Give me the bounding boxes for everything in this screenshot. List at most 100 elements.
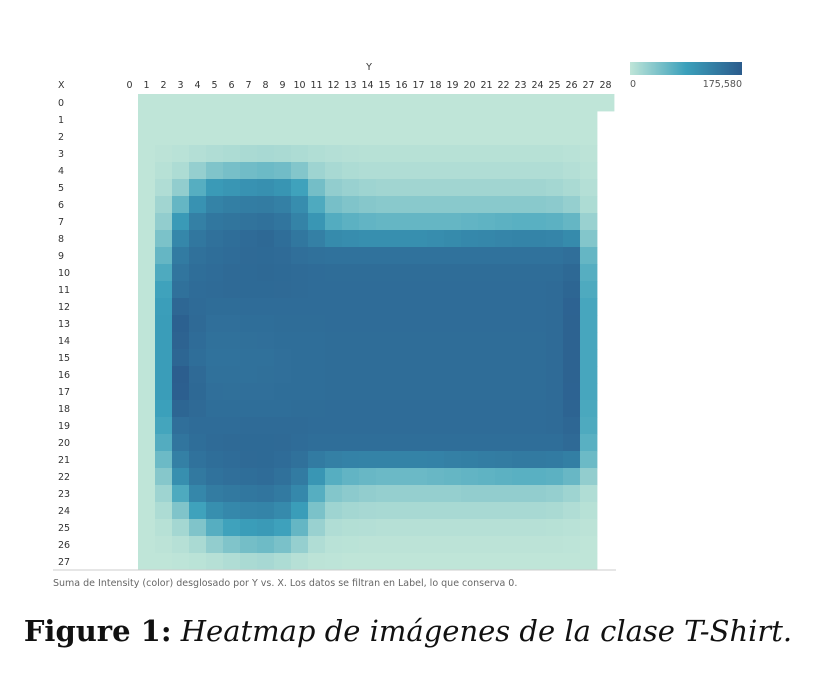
- heatmap-cell: [189, 553, 207, 571]
- heatmap-cell: [206, 383, 224, 401]
- heatmap-cell: [512, 553, 530, 571]
- heatmap-cell: [580, 230, 598, 248]
- heatmap-cell: [512, 417, 530, 435]
- heatmap-cell: [223, 162, 241, 180]
- heatmap-cell: [393, 315, 411, 333]
- heatmap-cell: [359, 349, 377, 367]
- heatmap-cell: [495, 145, 513, 163]
- heatmap-cell: [376, 332, 394, 350]
- heatmap-cell: [461, 468, 479, 486]
- heatmap-cell: [444, 128, 462, 146]
- heatmap-cell: [240, 502, 258, 520]
- x-tick-label: 11: [310, 80, 322, 91]
- heatmap-cell: [495, 536, 513, 554]
- heatmap-cell: [393, 111, 411, 129]
- heatmap-cell: [495, 434, 513, 452]
- heatmap-cell: [427, 111, 445, 129]
- heatmap-cell: [512, 111, 530, 129]
- heatmap-cell: [376, 417, 394, 435]
- heatmap-cell: [155, 519, 173, 537]
- heatmap-cell: [206, 536, 224, 554]
- heatmap-cell: [325, 485, 343, 503]
- heatmap-cell: [359, 451, 377, 469]
- heatmap-cell: [342, 468, 360, 486]
- y-tick-label: 24: [58, 506, 70, 517]
- heatmap-cell: [478, 213, 496, 231]
- heatmap-cell: [257, 179, 275, 197]
- heatmap-cell: [325, 383, 343, 401]
- heatmap-cell: [495, 230, 513, 248]
- heatmap-cell: [308, 485, 326, 503]
- heatmap-cell: [512, 468, 530, 486]
- heatmap-cell: [427, 553, 445, 571]
- heatmap-cell: [512, 128, 530, 146]
- heatmap-cell: [155, 553, 173, 571]
- heatmap-cell: [529, 264, 547, 282]
- heatmap-cell: [359, 264, 377, 282]
- heatmap-cell: [223, 383, 241, 401]
- y-tick-label: 16: [58, 370, 70, 381]
- heatmap-cell: [359, 468, 377, 486]
- heatmap-cell: [580, 94, 598, 112]
- heatmap-cell: [444, 94, 462, 112]
- heatmap-cell: [478, 332, 496, 350]
- heatmap-cell: [427, 298, 445, 316]
- heatmap-cell: [546, 400, 564, 418]
- heatmap-cell: [189, 536, 207, 554]
- heatmap-cell: [393, 298, 411, 316]
- heatmap-cell: [138, 94, 156, 112]
- heatmap-cell: [529, 434, 547, 452]
- heatmap-cell: [359, 485, 377, 503]
- heatmap-cell: [478, 145, 496, 163]
- heatmap-cell: [240, 485, 258, 503]
- heatmap-cell: [274, 417, 292, 435]
- y-tick-label: 14: [58, 336, 70, 347]
- heatmap-cell: [291, 485, 309, 503]
- heatmap-cell: [376, 502, 394, 520]
- heatmap-cell: [291, 247, 309, 265]
- heatmap-cell: [410, 196, 428, 214]
- heatmap-cell: [393, 179, 411, 197]
- heatmap-cell: [240, 94, 258, 112]
- heatmap-cell: [291, 434, 309, 452]
- heatmap-cell: [427, 502, 445, 520]
- heatmap-cell: [189, 451, 207, 469]
- heatmap-cell: [376, 485, 394, 503]
- heatmap-cell: [410, 366, 428, 384]
- heatmap-cell: [427, 349, 445, 367]
- heatmap-cell: [427, 247, 445, 265]
- heatmap-cell: [155, 502, 173, 520]
- heatmap-cell: [257, 298, 275, 316]
- heatmap-cell: [495, 196, 513, 214]
- heatmap-cell: [308, 230, 326, 248]
- heatmap-cell: [393, 264, 411, 282]
- heatmap-cell: [189, 400, 207, 418]
- heatmap-cell: [325, 162, 343, 180]
- heatmap-cell: [546, 468, 564, 486]
- heatmap-cell: [206, 451, 224, 469]
- heatmap-cell: [155, 179, 173, 197]
- heatmap-cell: [546, 332, 564, 350]
- heatmap-cell: [427, 519, 445, 537]
- heatmap-cell: [512, 247, 530, 265]
- heatmap-cell: [138, 298, 156, 316]
- heatmap-cell: [291, 349, 309, 367]
- heatmap-cell: [172, 468, 190, 486]
- heatmap-cell: [155, 196, 173, 214]
- heatmap-cell: [172, 196, 190, 214]
- heatmap-cell: [512, 332, 530, 350]
- heatmap-cell: [223, 519, 241, 537]
- heatmap-cell: [529, 247, 547, 265]
- heatmap-cell: [359, 179, 377, 197]
- heatmap-cell: [206, 502, 224, 520]
- heatmap-cell: [189, 179, 207, 197]
- heatmap-cell: [240, 145, 258, 163]
- heatmap-cell: [172, 536, 190, 554]
- heatmap-cell: [172, 145, 190, 163]
- heatmap-cell: [376, 519, 394, 537]
- heatmap-cell: [529, 383, 547, 401]
- heatmap-cell: [155, 247, 173, 265]
- heatmap-cell: [512, 349, 530, 367]
- heatmap-cell: [546, 451, 564, 469]
- heatmap-cell: [291, 128, 309, 146]
